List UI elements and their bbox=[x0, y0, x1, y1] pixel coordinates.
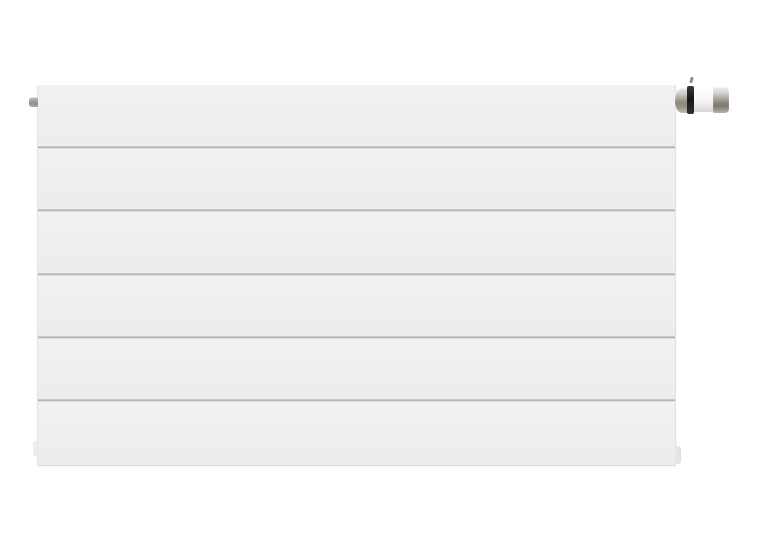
valve-collar-nut bbox=[675, 88, 689, 113]
valve-pin bbox=[689, 76, 694, 84]
panel-section bbox=[38, 275, 675, 339]
panel-section bbox=[38, 401, 675, 466]
valve-body bbox=[694, 88, 714, 112]
pipe-stub-bottom-right bbox=[676, 446, 681, 464]
panel-section bbox=[38, 86, 675, 150]
panel-section bbox=[38, 149, 675, 213]
radiator-panel bbox=[37, 85, 676, 466]
panel-sections bbox=[38, 86, 675, 466]
bleed-valve bbox=[29, 97, 38, 107]
valve-end-cap bbox=[713, 87, 729, 113]
panel-section bbox=[38, 212, 675, 276]
panel-section bbox=[38, 338, 675, 403]
valve-o-ring bbox=[687, 86, 694, 114]
pipe-stub-bottom-left bbox=[33, 441, 37, 456]
